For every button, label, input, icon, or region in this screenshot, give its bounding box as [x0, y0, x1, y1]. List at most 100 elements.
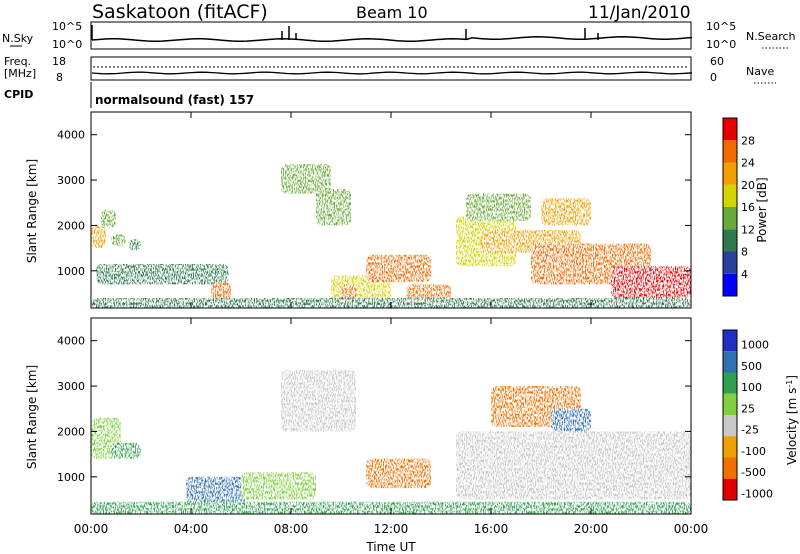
- power-region: [101, 209, 116, 228]
- velocity-colorbar-label: Velocity [m s-1]: [785, 375, 800, 465]
- power-region: [611, 266, 691, 299]
- freq-label: Freq.: [4, 55, 31, 68]
- velocity-ytick-label: 4000: [57, 335, 85, 348]
- x-tick-label: 16:00: [474, 522, 509, 536]
- power-colorbar-segment: [723, 162, 737, 185]
- velocity-colorbar-segment: [723, 372, 737, 394]
- x-tick-label: 04:00: [174, 522, 209, 536]
- power-region: [316, 189, 351, 226]
- x-tick-label: 00:00: [674, 522, 709, 536]
- x-tick-label: 08:00: [274, 522, 309, 536]
- velocity-colorbar-tick: 500: [741, 360, 762, 373]
- beam-label: Beam 10: [356, 3, 428, 22]
- nave-series-line: [91, 71, 693, 75]
- power-ytick-label: 3000: [57, 174, 85, 187]
- velocity-colorbar: 1000 500 100 25 -25 -100 -500 -1000: [722, 329, 773, 501]
- power-ytick-label: 4000: [57, 129, 85, 142]
- velocity-region: [551, 408, 591, 432]
- power-colorbar: 28 24 20 16 12 8 4: [722, 117, 755, 297]
- nsearch-label: N.Search: [746, 30, 796, 43]
- nave-label: Nave: [746, 65, 774, 78]
- nsearch-tick-top: 10^5: [706, 20, 736, 33]
- velocity-region: [91, 501, 691, 514]
- velocity-scatter-map: [91, 370, 691, 514]
- velocity-colorbar-tick: 100: [741, 381, 762, 394]
- velocity-region: [366, 458, 431, 489]
- velocity-colorbar-tick: -100: [741, 445, 766, 458]
- x-tick-label: 00:00: [74, 522, 109, 536]
- power-region: [541, 198, 591, 226]
- power-colorbar-segment: [723, 118, 737, 141]
- nsky-tick-bottom: 10^0: [52, 38, 82, 51]
- velocity-colorbar-segment: [723, 415, 737, 437]
- velocity-region: [111, 442, 141, 459]
- velocity-colorbar-tick: 1000: [741, 339, 769, 352]
- power-region: [111, 234, 126, 246]
- power-colorbar-segment: [723, 207, 737, 230]
- velocity-ytick-label: 3000: [57, 380, 85, 393]
- velocity-ytick-label: 1000: [57, 471, 85, 484]
- power-colorbar-tick: 4: [741, 268, 748, 281]
- power-region: [96, 263, 229, 285]
- velocity-colorbar-tick: 25: [741, 402, 755, 415]
- freq-tick-bottom: 8: [56, 71, 63, 84]
- power-colorbar-tick: 8: [741, 246, 748, 259]
- power-region: [211, 282, 231, 301]
- velocity-colorbar-segment: [723, 393, 737, 415]
- power-region: [366, 254, 431, 283]
- cpid-label: CPID: [4, 88, 33, 101]
- power-ytick-label: 2000: [57, 219, 85, 232]
- nsky-tick-top: 10^5: [52, 20, 82, 33]
- power-colorbar-segment: [723, 184, 737, 207]
- velocity-colorbar-tick: -25: [741, 424, 759, 437]
- velocity-region: [186, 476, 246, 505]
- power-colorbar-segment: [723, 251, 737, 274]
- velocity-colorbar-segment: [723, 436, 737, 458]
- power-colorbar-tick: 24: [741, 157, 755, 170]
- power-colorbar-label: Power [dB]: [755, 177, 769, 242]
- velocity-colorbar-segment: [723, 330, 737, 352]
- x-axis-label: Time UT: [365, 540, 416, 554]
- power-colorbar-segment: [723, 273, 737, 296]
- power-region: [341, 284, 356, 303]
- date-label: 11/Jan/2010: [588, 3, 691, 23]
- power-colorbar-segment: [723, 140, 737, 163]
- velocity-colorbar-tick: -500: [741, 466, 766, 479]
- power-colorbar-segment: [723, 229, 737, 252]
- velocity-ylabel: Slant Range [km]: [25, 365, 39, 469]
- power-region: [281, 164, 331, 194]
- power-colorbar-tick: 16: [741, 201, 755, 214]
- nsky-panel-frame: [90, 21, 692, 50]
- velocity-colorbar-tick: -1000: [741, 487, 773, 500]
- nave-tick-top: 60: [710, 55, 724, 68]
- velocity-region: [281, 370, 356, 432]
- velocity-region: [241, 472, 316, 500]
- power-ylabel: Slant Range [km]: [25, 159, 39, 263]
- power-colorbar-tick: 12: [741, 223, 755, 236]
- power-region: [91, 225, 106, 249]
- velocity-colorbar-segment: [723, 351, 737, 373]
- power-region: [406, 284, 451, 301]
- nsky-series-line: [91, 36, 693, 42]
- power-region: [128, 239, 141, 251]
- power-scatter-map: [91, 164, 691, 308]
- power-colorbar-tick: 28: [741, 134, 755, 147]
- program-label: normalsound (fast) 157: [95, 93, 254, 107]
- power-colorbar-tick: 20: [741, 179, 755, 192]
- station-title: Saskatoon (fitACF): [92, 1, 268, 23]
- velocity-colorbar-segment: [723, 457, 737, 479]
- power-region: [466, 193, 531, 221]
- power-ytick-label: 1000: [57, 265, 85, 278]
- nsearch-tick-bottom: 10^0: [706, 38, 736, 51]
- freq-panel-frame: [90, 56, 692, 81]
- nave-tick-bottom: 0: [710, 71, 717, 84]
- nsky-label: N.Sky: [2, 32, 34, 45]
- freq-tick-top: 18: [52, 55, 66, 68]
- x-tick-label: 20:00: [574, 522, 609, 536]
- x-tick-label: 12:00: [374, 522, 409, 536]
- velocity-colorbar-segment: [723, 478, 737, 500]
- freq-unit: [MHz]: [4, 67, 36, 80]
- velocity-region: [456, 431, 691, 500]
- velocity-ytick-label: 2000: [57, 425, 85, 438]
